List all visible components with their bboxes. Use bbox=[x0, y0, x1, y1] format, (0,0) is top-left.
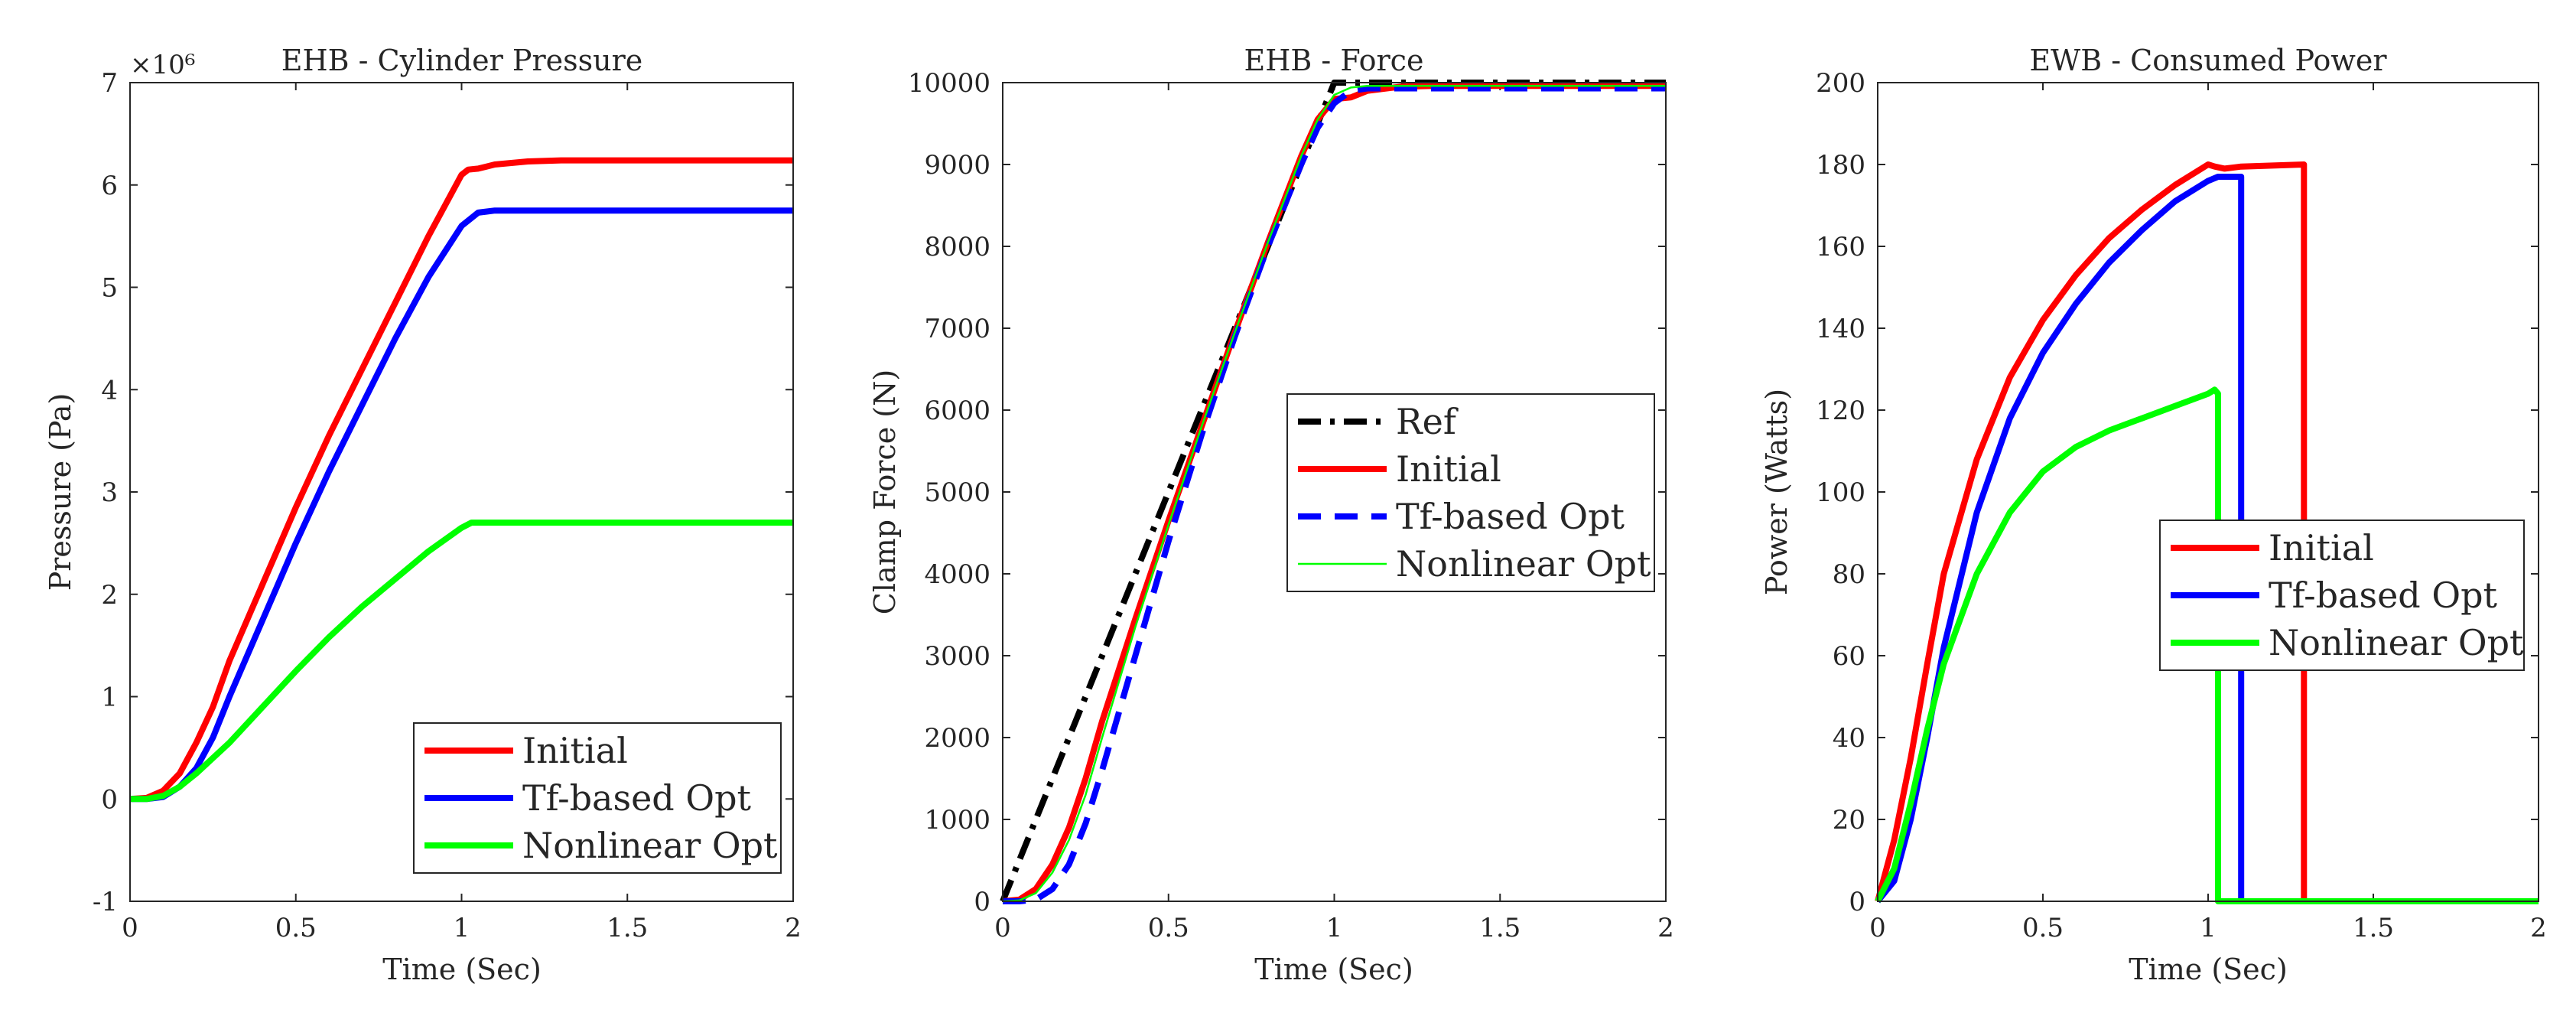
y-tick-label: 20 bbox=[1833, 805, 1865, 835]
legend-label: Initial bbox=[1396, 448, 1501, 490]
legend-label: Tf-based Opt bbox=[522, 777, 752, 819]
y-tick-labels: 0 20 40 60 80 100 120 140 160 180 200 bbox=[1816, 68, 2539, 917]
axes-box bbox=[129, 82, 794, 902]
series-line-tf-based-opt bbox=[1003, 85, 1666, 904]
x-tick-label: 0.5 bbox=[275, 913, 317, 943]
y-tick-label: 1000 bbox=[924, 805, 990, 835]
x-tick-label: 0 bbox=[1869, 913, 1886, 943]
y-tick-label: 6 bbox=[101, 171, 118, 201]
y-tick-label: 3 bbox=[101, 477, 118, 508]
legend: Ref Initial Tf-based Opt Nonlinear Opt bbox=[1286, 393, 1655, 592]
x-axis-label: Time (Sec) bbox=[1254, 953, 1413, 986]
y-axis-label: Pressure (Pa) bbox=[44, 393, 77, 591]
y-tick-label: 4000 bbox=[924, 559, 990, 590]
legend-label: Ref bbox=[1396, 401, 1459, 442]
x-tick-label: 2 bbox=[2530, 913, 2547, 943]
x-tick-label: 1.5 bbox=[1479, 913, 1521, 943]
x-tick-label: 1 bbox=[454, 913, 470, 943]
y-tick-label: 200 bbox=[1816, 68, 1865, 99]
x-tick-label: 1 bbox=[2200, 913, 2217, 943]
axes-box bbox=[1002, 82, 1667, 902]
y-tick-label: 7 bbox=[101, 68, 118, 99]
chart-pressure: EHB - Cylinder Pressure ×10⁶ 0 0.5 1 1.5 2 -… bbox=[44, 44, 802, 986]
series-lines bbox=[129, 157, 793, 803]
y-tick-label: 9000 bbox=[924, 150, 990, 181]
chart-power: EWB - Consumed Power 0 0.5 1 1.5 2 0 20 40 60 80… bbox=[1760, 44, 2547, 986]
x-tick-label: 1 bbox=[1326, 913, 1343, 943]
x-tick-label: 0.5 bbox=[2022, 913, 2064, 943]
y-tick-label: 2 bbox=[101, 580, 118, 611]
y-tick-label: 100 bbox=[1816, 477, 1865, 508]
legend-box bbox=[1286, 393, 1655, 592]
legend-label: Nonlinear Opt bbox=[522, 825, 778, 866]
y-tick-label: 140 bbox=[1816, 314, 1865, 344]
y-tick-labels: 0 1000 2000 3000 4000 5000 6000 7000 8000 9000 100… bbox=[908, 68, 1666, 917]
y-tick-label: 4 bbox=[101, 375, 118, 406]
x-tick-label: 0 bbox=[122, 913, 138, 943]
y-tick-label: 60 bbox=[1833, 641, 1865, 672]
x-tick-label: 2 bbox=[785, 913, 802, 943]
y-tick-label: 6000 bbox=[924, 396, 990, 426]
legend-label: Nonlinear Opt bbox=[2269, 622, 2524, 663]
chart-title: EHB - Force bbox=[1244, 44, 1424, 77]
y-tick-label: 0 bbox=[974, 887, 990, 917]
x-axis-label: Time (Sec) bbox=[2129, 953, 2288, 986]
chart-title: EHB - Cylinder Pressure bbox=[281, 44, 643, 77]
y-tick-label: 8000 bbox=[924, 232, 990, 262]
series-line-initial bbox=[129, 157, 793, 803]
y-tick-label: 80 bbox=[1833, 559, 1865, 590]
y-tick-label: 180 bbox=[1816, 150, 1865, 181]
x-tick-labels: 0 0.5 1 1.5 2 bbox=[1869, 83, 2547, 943]
y-tick-label: 160 bbox=[1816, 232, 1865, 262]
series-line-nonlinear-opt bbox=[1875, 386, 2539, 904]
y-tick-label: 2000 bbox=[924, 723, 990, 754]
series-lines bbox=[1875, 161, 2539, 904]
y-tick-label: -1 bbox=[93, 887, 118, 917]
series-line-initial bbox=[1875, 161, 2539, 904]
y-tick-label: 10000 bbox=[908, 68, 990, 99]
x-tick-labels: 0 0.5 1 1.5 2 bbox=[994, 83, 1674, 943]
y-axis-label: Power (Watts) bbox=[1760, 389, 1794, 595]
axes-box bbox=[1877, 82, 2539, 902]
x-tick-label: 0.5 bbox=[1148, 913, 1189, 943]
x-tick-label: 2 bbox=[1657, 913, 1674, 943]
y-tick-label: 0 bbox=[101, 784, 118, 815]
x-tick-label: 1.5 bbox=[2353, 913, 2394, 943]
y-tick-label: 5 bbox=[101, 273, 118, 304]
y-tick-label: 40 bbox=[1833, 723, 1865, 754]
legend-label: Tf-based Opt bbox=[2269, 575, 2498, 616]
exponent-label: ×10⁶ bbox=[130, 50, 195, 80]
y-tick-label: 5000 bbox=[924, 477, 990, 508]
x-tick-label: 0 bbox=[994, 913, 1011, 943]
series-line-nonlinear-opt bbox=[130, 520, 793, 803]
legend-label: Initial bbox=[522, 730, 628, 771]
x-tick-labels: 0 0.5 1 1.5 2 bbox=[122, 83, 802, 943]
y-axis-label: Clamp Force (N) bbox=[868, 370, 902, 614]
x-tick-label: 1.5 bbox=[607, 913, 648, 943]
y-tick-label: 0 bbox=[1849, 887, 1865, 917]
y-tick-label: 7000 bbox=[924, 314, 990, 344]
series-line-tf-based-opt bbox=[130, 207, 793, 803]
legend: Initial Tf-based Opt Nonlinear Opt bbox=[2159, 520, 2525, 671]
legend-label: Initial bbox=[2269, 527, 2374, 568]
y-tick-label: 3000 bbox=[924, 641, 990, 672]
legend-label: Nonlinear Opt bbox=[1396, 543, 1651, 585]
series-line-nonlinear-opt bbox=[1002, 85, 1666, 903]
legend: Initial Tf-based Opt Nonlinear Opt bbox=[413, 722, 782, 874]
legend-label: Tf-based Opt bbox=[1396, 496, 1625, 537]
chart-force: EHB - Force 0 0.5 1 1.5 2 0 1000 2000 3000 4000 5… bbox=[868, 44, 1674, 986]
y-tick-label: 1 bbox=[101, 682, 118, 713]
x-axis-label: Time (Sec) bbox=[382, 953, 542, 986]
y-tick-label: 120 bbox=[1816, 396, 1865, 426]
chart-title: EWB - Consumed Power bbox=[2029, 44, 2387, 77]
